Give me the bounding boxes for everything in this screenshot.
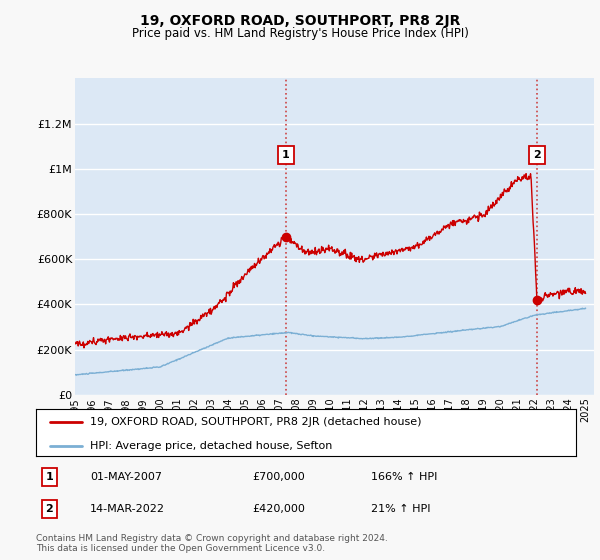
Text: 19, OXFORD ROAD, SOUTHPORT, PR8 2JR (detached house): 19, OXFORD ROAD, SOUTHPORT, PR8 2JR (det… xyxy=(90,417,421,427)
Text: Contains HM Land Registry data © Crown copyright and database right 2024.
This d: Contains HM Land Registry data © Crown c… xyxy=(36,534,388,553)
Text: 1: 1 xyxy=(282,150,290,160)
Text: 2: 2 xyxy=(533,150,541,160)
Text: 21% ↑ HPI: 21% ↑ HPI xyxy=(371,504,430,514)
Text: 1: 1 xyxy=(46,472,53,482)
Text: 19, OXFORD ROAD, SOUTHPORT, PR8 2JR: 19, OXFORD ROAD, SOUTHPORT, PR8 2JR xyxy=(140,14,460,28)
Text: 14-MAR-2022: 14-MAR-2022 xyxy=(90,504,165,514)
Text: 01-MAY-2007: 01-MAY-2007 xyxy=(90,472,162,482)
Text: Price paid vs. HM Land Registry's House Price Index (HPI): Price paid vs. HM Land Registry's House … xyxy=(131,27,469,40)
Text: £700,000: £700,000 xyxy=(252,472,305,482)
Text: HPI: Average price, detached house, Sefton: HPI: Average price, detached house, Seft… xyxy=(90,441,332,451)
Text: 166% ↑ HPI: 166% ↑ HPI xyxy=(371,472,437,482)
Text: 2: 2 xyxy=(46,504,53,514)
Text: £420,000: £420,000 xyxy=(252,504,305,514)
